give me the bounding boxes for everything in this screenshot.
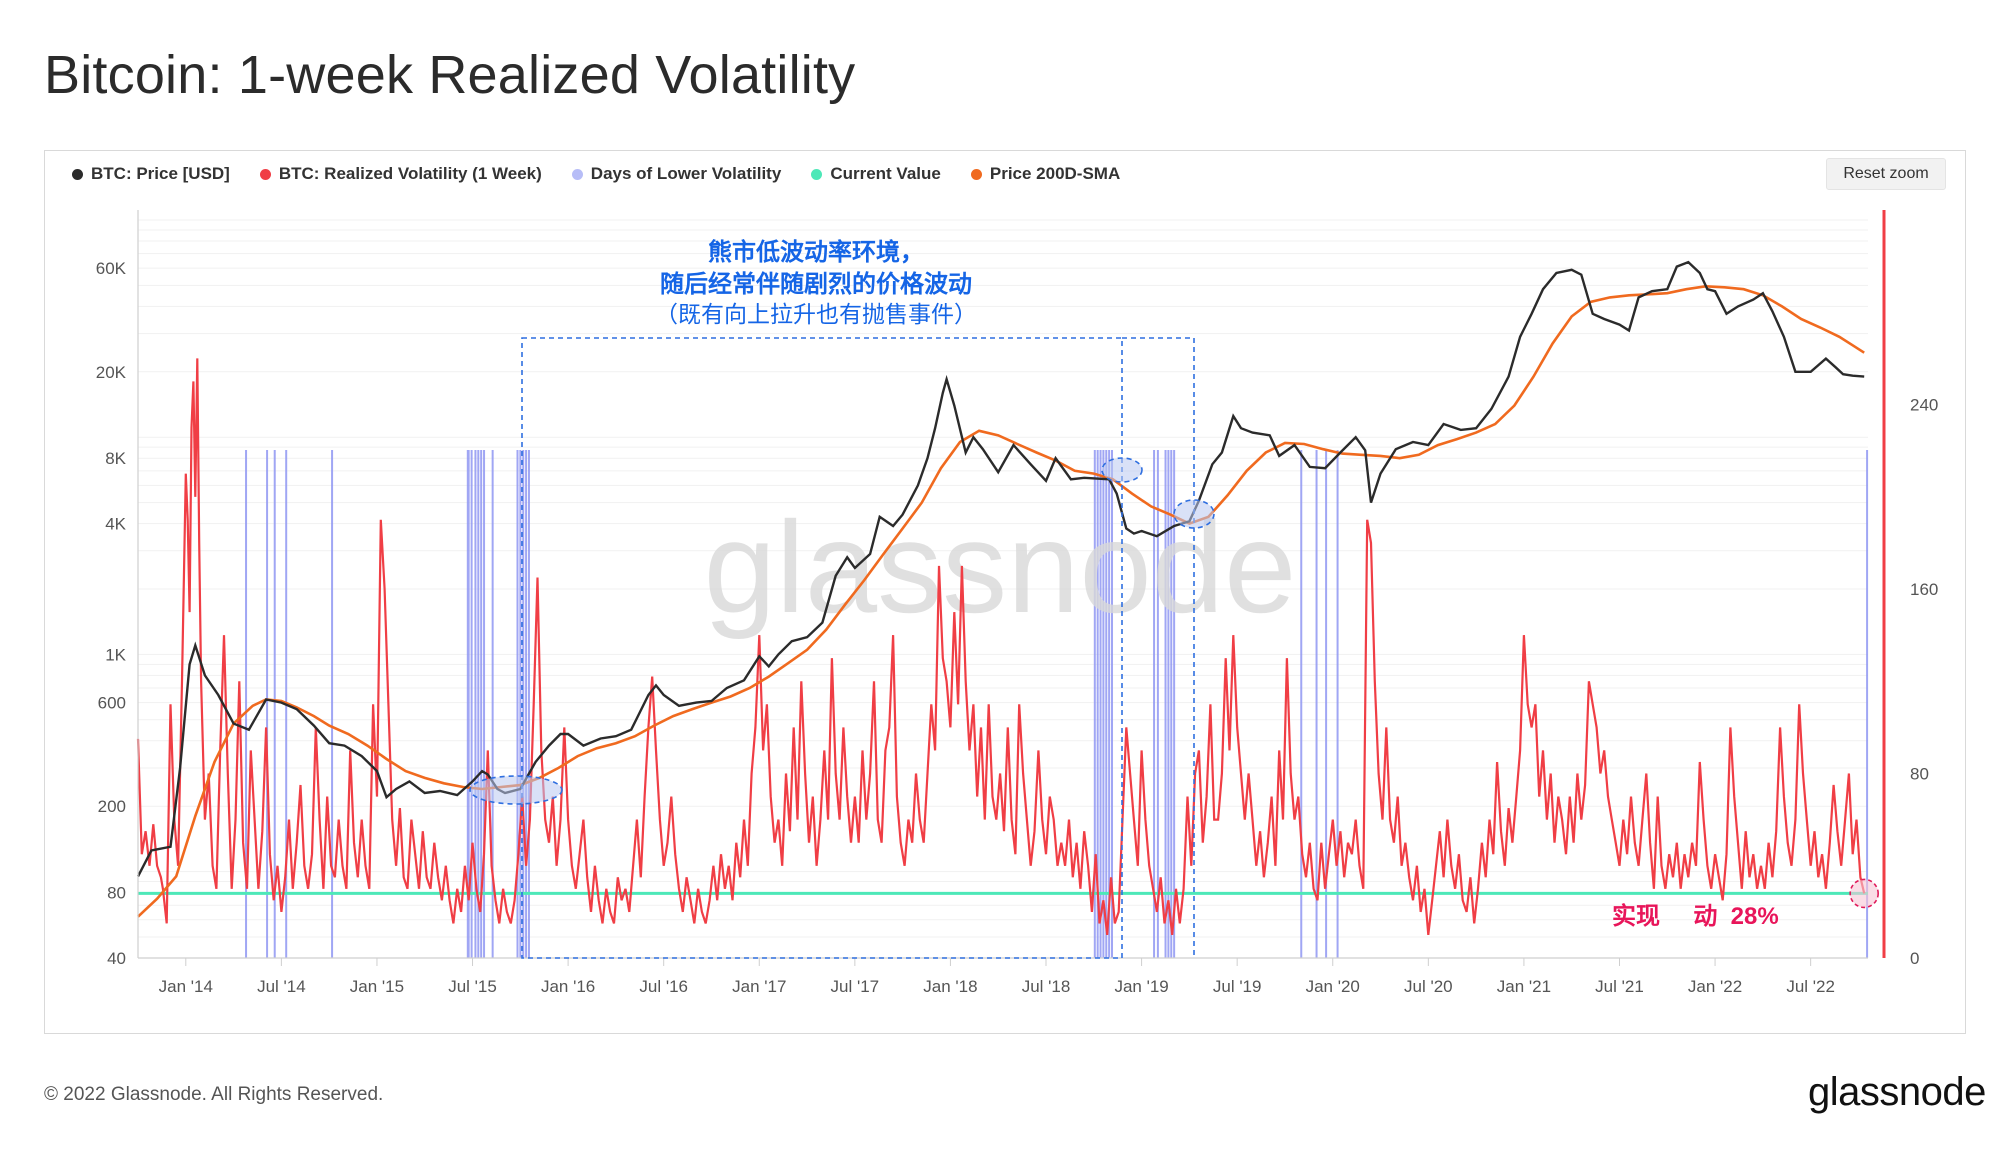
legend-item-volatility[interactable]: BTC: Realized Volatility (1 Week): [259, 164, 542, 184]
legend-current-label: Current Value: [830, 164, 941, 183]
footer-logo: glassnode: [1808, 1070, 1986, 1114]
legend-volatility-dot: [259, 168, 271, 180]
legend-sma-dot: [970, 168, 982, 180]
legend-item-current-value[interactable]: Current Value: [811, 164, 941, 184]
legend-item-low-vol-days[interactable]: Days of Lower Volatility: [571, 164, 782, 184]
legend-volatility-label: BTC: Realized Volatility (1 Week): [278, 164, 542, 183]
legend-low-vol-label: Days of Lower Volatility: [590, 164, 782, 183]
footer-copyright: © 2022 Glassnode. All Rights Reserved.: [44, 1084, 384, 1105]
legend-price-dot: [72, 168, 83, 180]
legend-item-sma[interactable]: Price 200D-SMA: [970, 164, 1121, 184]
legend-price-label: BTC: Price [USD]: [91, 164, 230, 183]
reset-zoom-button[interactable]: Reset zoom: [1826, 158, 1946, 190]
legend: BTC: Price [USD] BTC: Realized Volatilit…: [72, 164, 1120, 184]
legend-item-price[interactable]: BTC: Price [USD]: [72, 164, 230, 184]
legend-current-dot: [811, 168, 823, 180]
legend-low-vol-dot: [571, 168, 583, 180]
chart-frame: [44, 150, 1966, 1034]
page-title: Bitcoin: 1-week Realized Volatility: [44, 45, 856, 105]
legend-sma-label: Price 200D-SMA: [989, 164, 1121, 183]
